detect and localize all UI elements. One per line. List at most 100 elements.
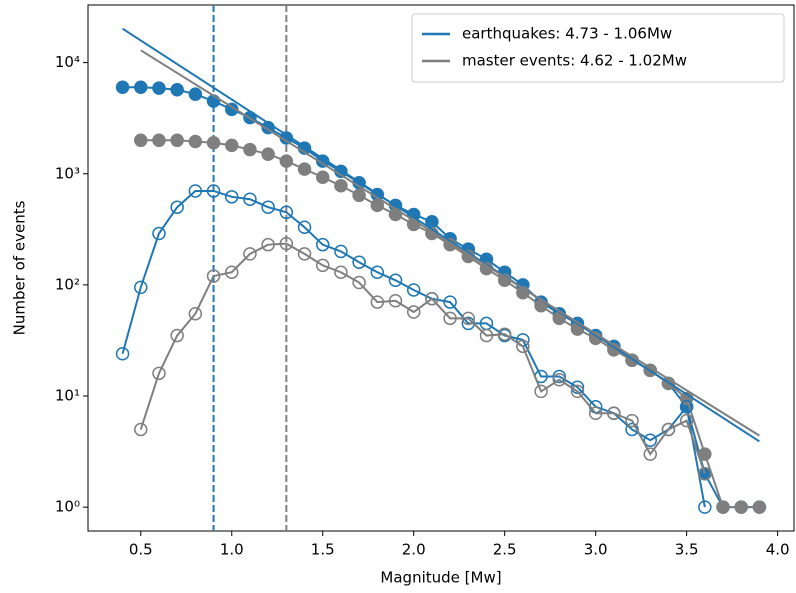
data-point [224, 190, 239, 204]
x-tick-label: 1.0 [220, 541, 244, 559]
data-point [279, 154, 294, 168]
data-point [698, 500, 712, 514]
data-point [698, 447, 712, 461]
data-point [224, 102, 239, 117]
x-tick-label: 2.5 [493, 541, 517, 559]
data-point [279, 205, 294, 220]
data-point [679, 413, 694, 428]
data-point [279, 236, 294, 251]
data-point [625, 413, 639, 428]
data-point [716, 500, 730, 514]
data-point [370, 295, 385, 309]
data-point [170, 328, 184, 343]
data-point [479, 328, 494, 343]
data-point [243, 142, 257, 157]
plot-frame [87, 4, 795, 532]
data-point [224, 138, 239, 153]
data-point [134, 280, 148, 295]
data-point [152, 226, 166, 241]
data-point [206, 184, 221, 198]
data-point [170, 133, 184, 148]
data-point [243, 247, 257, 261]
data-point [698, 466, 712, 481]
y-tick-label: 10⁰ [55, 498, 80, 516]
data-point [679, 400, 694, 414]
x-tick-label: 1.5 [311, 541, 335, 559]
data-point [297, 162, 312, 176]
data-point [552, 373, 567, 387]
data-point [661, 422, 676, 437]
data-point [352, 255, 366, 269]
data-point [152, 366, 166, 381]
data-point [625, 422, 639, 437]
data-point [406, 305, 421, 319]
y-tick-label: 10³ [55, 164, 80, 182]
plot-area [115, 5, 767, 531]
x-tick-label: 4.0 [766, 541, 790, 559]
data-point [170, 200, 184, 214]
data-point [134, 133, 148, 148]
legend-label: earthquakes: 4.73 - 1.06Mw [462, 25, 672, 43]
data-point [206, 94, 221, 108]
data-point [315, 237, 330, 252]
data-point [243, 192, 257, 206]
series-line [140, 49, 760, 437]
data-point [188, 184, 203, 198]
data-point [643, 433, 658, 447]
data-point [370, 198, 385, 213]
data-point [443, 295, 457, 309]
data-point [206, 269, 221, 283]
data-point [115, 347, 130, 361]
data-point [206, 136, 221, 150]
data-point [370, 265, 385, 279]
data-point [297, 220, 312, 235]
data-point [497, 327, 512, 341]
legend-box [411, 13, 785, 83]
data-point [388, 207, 403, 222]
y-tick-label: 10² [55, 275, 80, 293]
data-point [170, 83, 184, 97]
data-point [115, 80, 130, 95]
data-point [134, 80, 148, 95]
data-point [334, 265, 348, 279]
y-tick-label: 10⁴ [55, 53, 80, 71]
x-tick-label: 3.5 [675, 541, 699, 559]
x-axis-label: Magnitude [Mw] [380, 569, 501, 587]
data-point [152, 133, 166, 148]
data-point [734, 500, 748, 514]
data-point [188, 134, 203, 149]
data-point [443, 311, 457, 326]
data-point [261, 237, 275, 252]
data-point [461, 311, 476, 326]
data-point [352, 275, 366, 290]
legend-label: master events: 4.62 - 1.02Mw [462, 52, 687, 70]
data-point [334, 178, 348, 193]
data-point [315, 170, 330, 185]
data-point [134, 422, 148, 437]
y-tick-label: 10¹ [55, 387, 80, 405]
data-point [516, 339, 530, 354]
data-point [188, 87, 203, 101]
data-point [352, 188, 366, 203]
data-point [570, 384, 585, 399]
data-point [406, 283, 421, 297]
series-line [122, 86, 760, 509]
data-point [388, 293, 403, 308]
data-point [297, 247, 312, 261]
data-point [261, 200, 275, 214]
data-point [552, 369, 567, 384]
data-point [388, 273, 403, 288]
data-point [752, 500, 767, 514]
series-line [122, 27, 760, 443]
data-point [607, 406, 621, 420]
x-tick-label: 0.5 [129, 541, 153, 559]
data-point [425, 292, 439, 306]
series-line [139, 242, 706, 475]
data-point [188, 306, 203, 321]
data-point [261, 147, 275, 161]
data-point [224, 265, 239, 279]
data-point [534, 384, 548, 399]
data-point [152, 81, 166, 95]
x-tick-label: 3.0 [584, 541, 608, 559]
